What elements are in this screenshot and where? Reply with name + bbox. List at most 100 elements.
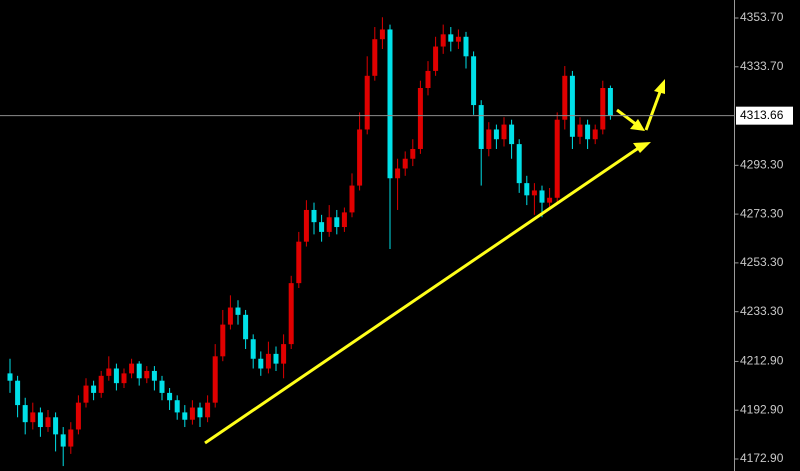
candle-body xyxy=(509,124,515,145)
candle-body xyxy=(357,129,363,186)
candle-body xyxy=(235,307,241,315)
candle-body xyxy=(68,429,74,447)
trend-arrowhead xyxy=(633,142,651,153)
y-tick-label: 4253.30 xyxy=(740,255,784,269)
candle-body xyxy=(7,373,13,381)
candle-body xyxy=(402,158,408,169)
current-price-label: 4313.66 xyxy=(740,108,784,122)
candle-body xyxy=(478,105,484,149)
candle-body xyxy=(205,402,211,418)
candle-body xyxy=(463,36,469,57)
candle-body xyxy=(569,75,575,137)
y-tick-label: 4212.90 xyxy=(740,354,784,368)
arrowhead-up xyxy=(654,79,665,94)
candle-body xyxy=(471,56,477,106)
candle-body xyxy=(410,148,416,159)
candle-body xyxy=(37,412,43,428)
candle-body xyxy=(516,144,522,184)
candle-body xyxy=(265,353,271,369)
candle-body xyxy=(45,417,51,428)
candle-body xyxy=(379,29,385,40)
candle-body xyxy=(83,385,89,403)
candle-body xyxy=(15,380,21,406)
y-tick-label: 4273.30 xyxy=(740,206,784,220)
candle-body xyxy=(493,129,499,140)
candle-body xyxy=(539,190,545,203)
candle-body xyxy=(433,46,439,71)
candle-body xyxy=(106,368,112,376)
candle-body xyxy=(600,88,606,130)
trend-line xyxy=(204,145,641,445)
candle-body xyxy=(326,217,332,232)
candle-body xyxy=(547,197,553,203)
candle-body xyxy=(585,124,591,140)
candle-body xyxy=(189,407,195,420)
candle-body xyxy=(486,129,492,149)
candle-body xyxy=(98,375,104,393)
candle-body xyxy=(288,283,294,345)
candle-body xyxy=(334,217,340,228)
candle-body xyxy=(387,29,393,179)
candle-body xyxy=(440,34,446,47)
candle-body xyxy=(53,417,59,435)
arrow-down xyxy=(616,108,638,127)
candle-body xyxy=(592,129,598,140)
current-price-box xyxy=(736,106,793,125)
candle-body xyxy=(562,75,568,120)
candle-body xyxy=(303,209,309,242)
annotation xyxy=(204,79,665,445)
candle-body xyxy=(121,373,127,384)
candle-body xyxy=(364,75,370,130)
candle-body xyxy=(554,119,560,198)
candle-body xyxy=(136,363,142,379)
candle-body xyxy=(197,407,203,418)
y-tick-label: 4333.70 xyxy=(740,59,784,73)
candle-body xyxy=(174,400,180,413)
candle-body xyxy=(448,34,454,42)
candle-body xyxy=(151,370,157,381)
y-tick-label: 4172.90 xyxy=(740,451,784,465)
candle-body xyxy=(212,356,218,403)
candle-body xyxy=(607,88,613,116)
candle-body xyxy=(144,370,150,379)
candle-body xyxy=(349,185,355,213)
candle-body xyxy=(113,368,119,384)
y-tick-label: 4293.30 xyxy=(740,157,784,171)
y-tick-label: 4353.70 xyxy=(740,10,784,24)
candle-body xyxy=(243,314,249,340)
candle-body xyxy=(417,88,423,149)
arrowhead-down xyxy=(630,119,645,131)
candle-body xyxy=(296,241,302,284)
candle-body xyxy=(227,307,233,325)
candle-body xyxy=(273,353,279,364)
candle-body xyxy=(319,222,325,232)
candle-body xyxy=(220,324,226,357)
candle-body xyxy=(311,209,317,223)
candle-body xyxy=(455,36,461,42)
candle-body xyxy=(22,405,28,423)
candle-body xyxy=(577,124,583,137)
y-tick-label: 4192.90 xyxy=(740,402,784,416)
arrow-up xyxy=(644,91,662,131)
candle-body xyxy=(395,168,401,179)
candle-body xyxy=(60,434,66,447)
candle-body xyxy=(501,124,507,140)
candle-body xyxy=(531,190,537,196)
candle-body xyxy=(372,39,378,76)
candle-body xyxy=(524,183,530,196)
candle-body xyxy=(258,358,264,369)
candle-body xyxy=(425,70,431,89)
candle-body xyxy=(75,402,81,430)
plot-area xyxy=(7,17,613,467)
y-tick-label: 4233.30 xyxy=(740,304,784,318)
candle-body xyxy=(182,412,188,420)
candle-body xyxy=(159,380,165,393)
candle-body xyxy=(341,212,347,228)
candle-body xyxy=(250,339,256,359)
candle-body xyxy=(30,412,36,423)
candle-body xyxy=(129,363,135,374)
candle-body xyxy=(91,385,97,393)
candle-body xyxy=(281,344,287,364)
